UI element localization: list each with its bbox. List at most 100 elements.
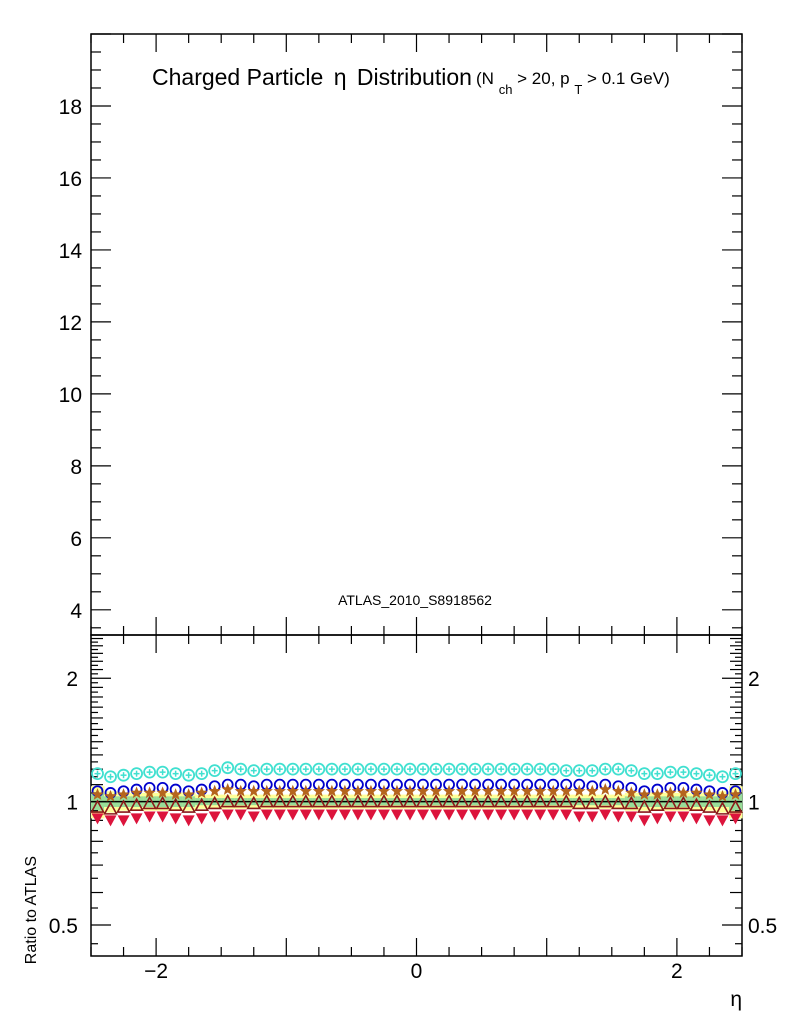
- data-point-filled-triangle-down: [91, 813, 104, 825]
- data-point-star: [703, 788, 716, 800]
- data-point-circle-plus: [416, 762, 430, 776]
- data-point-star: [208, 784, 221, 797]
- ratio-y-tick-labels-right: 0.5 1 2: [748, 668, 777, 938]
- main-x-ticks: [90, 34, 743, 635]
- data-point-star: [403, 784, 417, 797]
- data-point-filled-triangle-down: [312, 809, 325, 821]
- data-point-open-triangle: [103, 801, 118, 815]
- data-point-open-triangle: [597, 793, 613, 808]
- title-cut-subscript-t: T: [574, 82, 582, 97]
- marker-circle: [481, 762, 495, 776]
- marker-circle: [611, 762, 625, 776]
- data-point-open-triangle: [298, 793, 314, 808]
- title-cut-subscript-ch: ch: [499, 82, 513, 97]
- title-eta-symbol: η: [334, 64, 347, 90]
- marker-circle: [364, 762, 378, 776]
- data-point-open-triangle: [676, 795, 691, 810]
- data-point-filled-triangle-down: [351, 809, 364, 821]
- main-y-tick-label: 4: [70, 600, 82, 623]
- marker-circle: [260, 762, 274, 776]
- data-point-filled-triangle-down: [221, 809, 234, 821]
- data-point-star: [221, 783, 234, 795]
- data-point-filled-triangle-down: [729, 813, 742, 825]
- data-point-filled-triangle-down: [586, 811, 599, 823]
- marker-circle: [572, 764, 586, 778]
- data-point-open-triangle: [610, 795, 626, 810]
- data-point-star: [247, 784, 260, 797]
- data-point-circle-plus: [716, 770, 729, 784]
- marker-circle: [520, 762, 534, 776]
- data-point-star: [520, 784, 534, 797]
- data-point-circle-plus: [130, 767, 143, 781]
- data-point-filled-triangle-down: [247, 811, 260, 823]
- data-point-circle-plus: [572, 764, 586, 778]
- data-point-filled-triangle-down: [547, 809, 560, 821]
- data-point-filled-triangle-down: [482, 809, 495, 821]
- data-point-circle-plus: [650, 767, 664, 781]
- series-circle-plus: [91, 761, 742, 784]
- main-y-ticks: [91, 33, 742, 629]
- data-point-star: [651, 788, 664, 800]
- marker-circle: [247, 764, 261, 778]
- marker-circle: [390, 762, 404, 776]
- marker-circle: [716, 770, 729, 784]
- data-point-circle-plus: [429, 762, 443, 776]
- x-tick-label: 0: [411, 960, 423, 983]
- data-point-circle-plus: [286, 762, 300, 776]
- data-point-star: [91, 788, 104, 800]
- data-point-open-triangle: [454, 793, 470, 808]
- data-point-star: [481, 784, 495, 797]
- marker-circle: [416, 762, 430, 776]
- data-point-filled-triangle-down: [430, 809, 443, 821]
- data-point-open-triangle: [90, 799, 105, 813]
- data-point-circle-plus: [585, 764, 599, 778]
- marker-circle: [663, 765, 677, 779]
- data-point-filled-triangle-down: [325, 809, 338, 821]
- data-point-filled-triangle-down: [156, 811, 169, 823]
- chart-title-cuts: (N ch > 20, p T > 0.1 GeV): [476, 69, 670, 98]
- title-cut-open: (N: [476, 69, 494, 88]
- data-point-open-triangle: [389, 793, 405, 808]
- data-point-filled-triangle-down: [573, 811, 586, 823]
- data-point-open-triangle: [441, 793, 457, 808]
- data-point-filled-triangle-down: [443, 809, 456, 821]
- data-point-star: [286, 784, 299, 797]
- data-point-open-triangle: [506, 793, 522, 808]
- data-point-circle-plus: [559, 764, 573, 778]
- data-point-open-triangle: [428, 793, 444, 808]
- series-open-triangle-up: [90, 793, 743, 815]
- marker-circle: [677, 765, 690, 779]
- ratio-y-tick-labels-left: 0.5 1 2: [49, 668, 78, 938]
- data-point-star: [273, 784, 286, 797]
- data-point-filled-triangle-down: [690, 813, 703, 825]
- marker-circle: [117, 768, 130, 782]
- data-point-filled-triangle-down: [417, 809, 430, 821]
- data-point-circle-plus: [481, 762, 495, 776]
- data-point-star: [182, 788, 195, 800]
- data-point-circle-plus: [143, 765, 156, 779]
- data-point-filled-triangle-down: [716, 815, 729, 827]
- ratio-panel: 0.5 1 2 0.5 1 2 −2 0 2 Ratio to ATLAS η: [23, 634, 777, 1011]
- data-point-open-triangle: [637, 799, 652, 813]
- data-point-open-triangle: [715, 801, 730, 815]
- data-point-open-triangle: [558, 793, 574, 808]
- data-point-open-triangle: [142, 795, 157, 810]
- x-tick-label: 2: [671, 960, 683, 983]
- data-point-star: [664, 786, 677, 799]
- data-point-star: [547, 784, 560, 797]
- data-point-circle-plus: [117, 768, 130, 782]
- data-point-star: [117, 788, 130, 800]
- ratio-y-tick-label-right: 2: [748, 668, 760, 691]
- data-point-circle-plus: [338, 762, 352, 776]
- data-point-open-triangle: [220, 793, 236, 808]
- data-point-open-triangle: [402, 793, 418, 808]
- data-point-filled-triangle-down: [560, 809, 573, 821]
- series-filled-triangle-down: [91, 809, 742, 827]
- data-point-filled-triangle-down: [534, 809, 547, 821]
- title-cut-close: > 0.1 GeV): [587, 69, 670, 88]
- data-point-circle-plus: [247, 764, 261, 778]
- marker-circle: [468, 762, 482, 776]
- main-y-tick-label: 12: [59, 312, 82, 335]
- marker-circle: [729, 767, 742, 781]
